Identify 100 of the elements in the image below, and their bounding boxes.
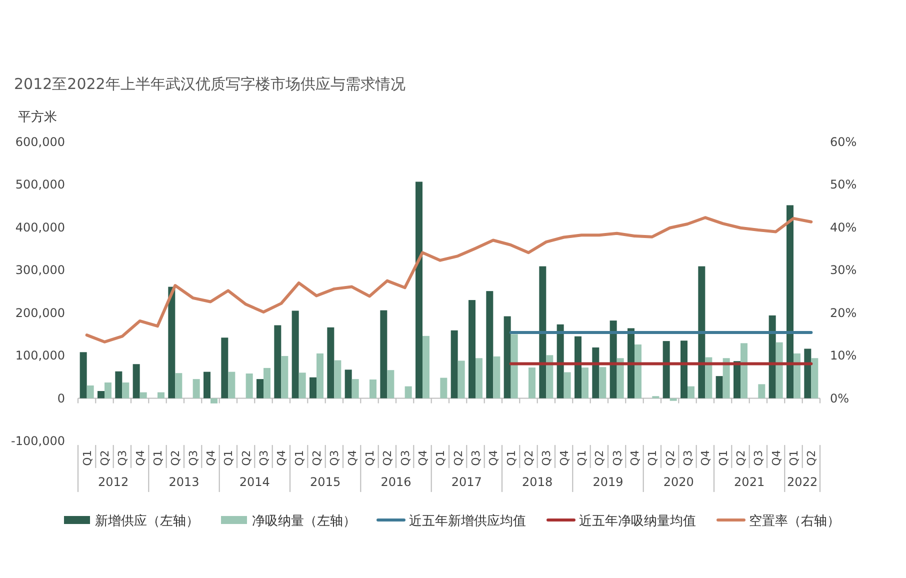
- x-tick-label: Q3: [258, 450, 270, 466]
- bar: [228, 372, 236, 398]
- text: 2018: [522, 475, 553, 489]
- bar: [582, 368, 588, 398]
- bar: [539, 266, 546, 398]
- y2-tick-label: 50%: [830, 178, 857, 192]
- x-tick-label: Q4: [346, 450, 359, 466]
- x-tick-label: Q4: [275, 450, 288, 466]
- bar: [380, 310, 388, 398]
- bar: [794, 353, 800, 398]
- y2-tick-label: 30%: [830, 263, 857, 278]
- y2-tick-label: 20%: [830, 306, 857, 320]
- text: 2014: [239, 475, 270, 489]
- x-tick-label: Q3: [328, 450, 342, 466]
- x-tick-label: Q3: [752, 450, 766, 466]
- y-tick-label: 400,000: [15, 220, 65, 234]
- y-tick-label: 500,000: [15, 178, 65, 192]
- x-tick-label: Q1: [292, 450, 306, 466]
- y-tick-label: 300,000: [15, 263, 65, 278]
- x-tick-label: Q4: [204, 450, 218, 466]
- bar: [510, 334, 518, 398]
- text: 2013: [168, 475, 200, 489]
- x-tick-label: Q2: [240, 450, 253, 466]
- bar: [98, 391, 104, 398]
- bar: [246, 374, 253, 398]
- x-tick-label: Q3: [470, 450, 482, 466]
- bar: [175, 373, 182, 398]
- x-tick-label: Q3: [186, 450, 200, 466]
- bar: [264, 368, 270, 398]
- bar: [387, 370, 394, 398]
- x-tick-label: Q2: [381, 450, 394, 466]
- y-tick-label: 100,000: [15, 348, 65, 363]
- legend-label: 近五年净吸纳量均值: [579, 514, 696, 529]
- bar: [115, 371, 122, 398]
- y-axis-title: 平方米: [18, 109, 57, 125]
- bar: [140, 392, 147, 398]
- bar: [628, 328, 634, 398]
- text: 2021: [734, 475, 765, 489]
- x-tick-label: Q3: [398, 450, 412, 466]
- legend-label: 新增供应（左轴）: [95, 513, 199, 529]
- bar: [599, 367, 606, 398]
- bar: [758, 384, 766, 398]
- x-tick-label: Q4: [558, 450, 571, 466]
- bar: [440, 378, 448, 398]
- bar: [670, 398, 677, 401]
- x-tick-label: Q3: [116, 450, 130, 466]
- x-tick-label: Q2: [310, 450, 324, 466]
- y-tick-label: -100,000: [11, 434, 65, 448]
- bar: [192, 379, 200, 398]
- legend-label: 净吸纳量（左轴）: [252, 514, 356, 529]
- bar: [422, 336, 430, 398]
- bar: [158, 392, 164, 398]
- bar: [292, 310, 299, 398]
- bar: [768, 315, 776, 398]
- bar: [221, 338, 228, 398]
- x-tick-label: Q2: [98, 450, 112, 466]
- y2-tick-label: 0%: [830, 391, 850, 406]
- x-tick-label: Q1: [646, 450, 660, 466]
- x-tick-label: Q2: [734, 450, 748, 466]
- bar: [574, 336, 582, 398]
- bar: [86, 385, 94, 398]
- x-tick-label: Q1: [152, 450, 164, 466]
- x-tick-label: Q1: [364, 450, 376, 466]
- text: 2012: [98, 475, 129, 489]
- bar: [698, 266, 706, 398]
- bar: [804, 348, 812, 398]
- x-tick-label: Q4: [487, 450, 500, 466]
- bar: [344, 370, 352, 398]
- bar: [80, 352, 87, 398]
- bar: [281, 356, 288, 398]
- y-tick-label: 200,000: [15, 306, 65, 320]
- x-tick-label: Q3: [682, 450, 694, 466]
- bar: [592, 347, 600, 398]
- bar: [370, 379, 376, 398]
- bar: [204, 372, 210, 398]
- x-tick-label: Q1: [788, 450, 800, 466]
- x-tick-label: Q4: [699, 450, 712, 466]
- bar: [556, 324, 564, 398]
- bar: [546, 355, 554, 398]
- bar: [616, 358, 624, 398]
- bar: [722, 358, 730, 398]
- x-tick-label: Q2: [169, 450, 182, 466]
- bar: [740, 343, 748, 398]
- x-tick-label: Q2: [522, 450, 536, 466]
- text: 2022: [787, 475, 818, 489]
- bar: [564, 372, 571, 398]
- text: 2017: [451, 475, 482, 489]
- bar: [122, 382, 130, 398]
- bar: [298, 372, 306, 398]
- x-tick-label: Q3: [540, 450, 554, 466]
- x-tick-label: Q1: [434, 450, 448, 466]
- x-tick-label: Q1: [576, 450, 588, 466]
- bar: [705, 357, 712, 398]
- bar: [168, 286, 176, 398]
- x-tick-label: Q4: [134, 450, 147, 466]
- bar: [786, 205, 794, 398]
- bar: [486, 291, 494, 398]
- bar: [274, 325, 282, 398]
- bar: [688, 386, 694, 398]
- bar: [256, 379, 264, 398]
